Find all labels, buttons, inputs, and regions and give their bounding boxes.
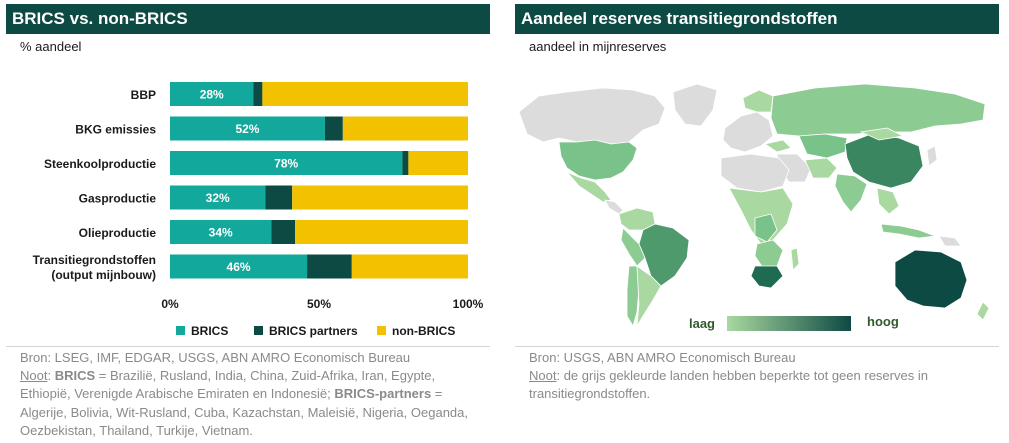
map-europe: [722, 111, 774, 153]
map-papua: [938, 235, 962, 247]
bar-non-brics-0: [262, 82, 468, 106]
data-label-2: 78%: [274, 157, 298, 171]
category-label-1: BKG emissies: [75, 123, 156, 137]
bar-brics-0: [170, 82, 254, 106]
legend-gradient-bar: [727, 316, 851, 331]
map-scandinavia: [742, 89, 774, 113]
x-tick-label-2: 100%: [453, 297, 484, 311]
legend-label-non-brics: non-BRICS: [392, 324, 455, 338]
data-label-1: 52%: [235, 122, 259, 136]
legend-high-label: hoog: [867, 314, 899, 329]
stacked-bar-chart: BBP 28% BKG emissies 52% Steenkoolproductie 7…: [33, 82, 484, 338]
x-tick-label-0: 0%: [161, 297, 179, 311]
right-note-label: Noot: [529, 368, 557, 384]
map-mexico: [566, 171, 612, 203]
right-source-note: Bron: USGS, ABN AMRO Economisch Bureau N…: [529, 349, 995, 404]
legend-swatch-non-brics: [377, 326, 386, 335]
map-southern-africa: [754, 239, 784, 269]
data-label-0: 28%: [200, 88, 224, 102]
left-note-label: Noot: [20, 368, 48, 384]
map-mongolia: [859, 127, 905, 141]
map-turkey: [763, 139, 792, 153]
brics-chart-panel: BRICS vs. non-BRICS % aandeel BBP 28% BKG …: [6, 4, 490, 441]
bar-brics-5: [170, 254, 308, 279]
map-new-zealand: [976, 301, 990, 321]
right-panel-subtitle: aandeel in mijnreserves: [529, 39, 667, 54]
legend-label-brics-partners: BRICS partners: [269, 324, 358, 338]
category-label-0: BBP: [131, 88, 156, 102]
category-label-3: Gasproductie: [79, 192, 157, 206]
right-note-text: : de grijs gekleurde landen hebben beper…: [529, 368, 928, 402]
map-india: [834, 173, 868, 213]
x-tick-label-1: 50%: [307, 297, 331, 311]
bar-non-brics-4: [295, 220, 468, 244]
left-panel-subtitle: % aandeel: [20, 39, 82, 54]
bar-brics-3: [170, 185, 266, 210]
map-panel: Aandeel reserves transitiegrondstoffen a…: [515, 4, 999, 441]
map-central-america: [604, 199, 624, 215]
bar-non-brics-1: [342, 116, 468, 141]
category-label-2: Steenkoolproductie: [44, 157, 156, 171]
map-canada: [518, 87, 666, 145]
bar-brics-4: [170, 220, 272, 244]
bar-brics-partners-5: [307, 254, 352, 279]
map-indonesia: [880, 223, 936, 239]
left-panel-title: BRICS vs. non-BRICS: [6, 4, 490, 34]
bar-brics-partners-2: [402, 151, 409, 175]
map-japan: [926, 145, 938, 167]
map-madagascar: [790, 247, 800, 271]
bar-brics-partners-4: [271, 220, 296, 244]
legend-low-label: laag: [689, 316, 715, 331]
map-legend: laag hoog: [689, 314, 899, 331]
left-note: Noot: BRICS = Brazilië, Rusland, India, …: [20, 367, 486, 440]
left-divider: [6, 346, 490, 347]
left-source-note: Bron: LSEG, IMF, EDGAR, USGS, ABN AMRO E…: [20, 349, 486, 440]
note-brics-label: BRICS: [54, 368, 96, 384]
note-brics-text: = Brazilië, Rusland, India, China, Zuid-…: [20, 368, 436, 402]
category-label-5-0: Transitiegrondstoffen: [33, 253, 156, 267]
map-usa: [558, 139, 638, 181]
map-kazakhstan: [798, 133, 848, 159]
data-label-4: 34%: [209, 226, 233, 240]
right-note: Noot: de grijs gekleurde landen hebben b…: [529, 367, 995, 403]
map-greenland: [672, 83, 718, 127]
right-divider: [515, 346, 999, 347]
bar-brics-partners-0: [253, 82, 263, 106]
bar-brics-partners-3: [265, 185, 293, 210]
map-russia: [770, 83, 986, 137]
note-partners-label: BRICS-partners: [334, 386, 432, 402]
bar-brics-partners-1: [324, 116, 343, 141]
data-label-5: 46%: [227, 260, 251, 274]
bar-brics-2: [170, 151, 403, 175]
left-source: Bron: LSEG, IMF, EDGAR, USGS, ABN AMRO E…: [20, 350, 411, 365]
category-label-4: Olieproductie: [79, 226, 157, 240]
category-label-5-1: (output mijnbouw): [51, 268, 156, 282]
map-drc: [754, 213, 778, 243]
bar-non-brics-5: [351, 254, 468, 279]
map-north-africa: [720, 153, 790, 193]
map-south-africa: [750, 265, 784, 289]
bar-non-brics-3: [292, 185, 468, 210]
map-iran: [804, 157, 838, 179]
legend-label-brics: BRICS: [191, 324, 228, 338]
left-note-sep: :: [47, 368, 55, 384]
map-australia: [894, 249, 968, 309]
map-argentina: [636, 265, 662, 327]
note-partners-text: = Algerije, Bolivia, Wit-Rusland, Cuba, …: [20, 386, 468, 438]
legend-swatch-brics-partners: [254, 326, 263, 335]
legend-swatch-brics: [176, 326, 185, 335]
map-southeast-asia: [876, 187, 900, 215]
world-map: [518, 83, 990, 327]
bar-non-brics-2: [408, 151, 468, 175]
right-panel-title: Aandeel reserves transitiegrondstoffen: [515, 4, 999, 34]
right-source: Bron: USGS, ABN AMRO Economisch Bureau: [529, 350, 796, 365]
bar-brics-1: [170, 116, 325, 141]
data-label-3: 32%: [206, 191, 230, 205]
